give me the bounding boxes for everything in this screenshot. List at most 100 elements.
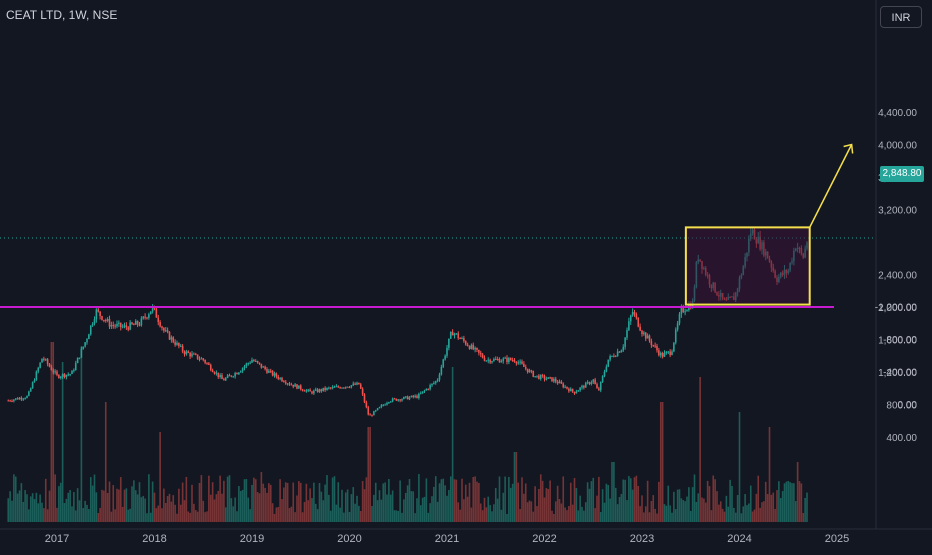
volume-bar	[761, 502, 763, 522]
volume-bar	[371, 505, 373, 522]
price-tick-label: 400.00	[886, 433, 917, 444]
volume-bar	[365, 477, 368, 522]
candle-body	[121, 326, 124, 328]
candle-body	[144, 316, 146, 318]
candle-body	[545, 378, 548, 380]
volume-bar	[384, 482, 386, 522]
candle-body	[33, 380, 36, 383]
candle-body	[99, 311, 101, 317]
volume-bar	[88, 509, 90, 522]
candle-body	[174, 342, 176, 345]
volume-bar	[498, 476, 501, 522]
volume-bar	[138, 482, 141, 522]
candle-body	[301, 389, 304, 391]
candle-body	[442, 359, 445, 367]
volume-bar	[238, 486, 240, 522]
candle-body	[129, 322, 131, 330]
volume-bar	[701, 497, 703, 522]
candle-body	[206, 362, 208, 364]
candle-body	[271, 370, 274, 376]
volume-bar	[579, 495, 581, 522]
volume-bar	[721, 508, 724, 522]
candle-body	[459, 338, 461, 340]
candle-body	[35, 371, 38, 381]
volume-bar	[671, 512, 673, 522]
volume-bar	[536, 506, 538, 522]
volume-bar	[309, 488, 311, 522]
candle-body	[586, 382, 589, 384]
candle-body	[288, 383, 291, 385]
volume-bar	[611, 462, 613, 522]
volume-bar	[740, 513, 743, 522]
volume-bar	[684, 501, 686, 522]
volume-bar	[599, 511, 602, 522]
volume-bar	[163, 488, 165, 522]
candle-body	[476, 347, 478, 350]
volume-bar	[461, 478, 463, 522]
year-tick-label: 2019	[240, 533, 264, 545]
year-tick-label: 2025	[825, 533, 849, 545]
volume-bar	[376, 500, 379, 522]
candle-body	[292, 384, 295, 387]
volume-bar	[635, 475, 638, 522]
candle-body	[373, 411, 375, 416]
candle-body	[208, 363, 210, 365]
volume-bar	[656, 513, 658, 522]
volume-bar	[712, 475, 715, 522]
candle-body	[226, 375, 229, 378]
volume-bar	[283, 487, 285, 522]
volume-bar	[689, 510, 692, 522]
volume-bar	[543, 497, 546, 522]
volume-bar	[693, 474, 696, 522]
volume-bar	[388, 479, 390, 522]
volume-bar	[208, 475, 210, 522]
candle-body	[637, 317, 640, 327]
candle-body	[511, 360, 514, 362]
volume-bar	[217, 490, 220, 522]
volume-bar	[442, 478, 445, 522]
candle-body	[170, 337, 173, 340]
volume-bar	[262, 483, 265, 522]
candle-body	[541, 375, 544, 377]
candle-body	[485, 360, 488, 362]
volume-bar	[29, 496, 32, 522]
volume-bar	[594, 508, 596, 522]
candle-body	[562, 383, 565, 388]
volume-bar	[500, 509, 503, 522]
volume-bar	[89, 477, 92, 522]
currency-button[interactable]: INR	[880, 6, 922, 28]
volume-bar	[279, 479, 281, 522]
candle-body	[444, 355, 446, 360]
candle-body	[508, 358, 510, 362]
volume-bar	[86, 504, 88, 522]
candle-body	[172, 337, 175, 343]
candle-body	[31, 382, 34, 389]
candle-body	[464, 341, 467, 345]
candle-body	[629, 315, 632, 322]
volume-bar	[71, 506, 73, 522]
volume-bar	[241, 489, 244, 522]
candle-body	[97, 309, 100, 312]
volume-bar	[779, 498, 782, 522]
candle-body	[346, 386, 349, 388]
candle-body	[618, 351, 621, 353]
candle-body	[13, 399, 15, 402]
volume-bar	[637, 486, 640, 522]
volume-bar	[116, 488, 118, 522]
volume-bar	[412, 491, 415, 522]
volume-bar	[755, 493, 758, 522]
candle-body	[421, 391, 424, 394]
volume-bar	[727, 506, 730, 522]
candle-body	[108, 319, 111, 327]
volume-bar	[80, 347, 83, 522]
candle-body	[88, 334, 90, 340]
volume-bar	[251, 484, 253, 522]
candle-body	[453, 333, 456, 336]
candle-body	[56, 371, 58, 375]
candle-body	[241, 368, 244, 372]
candle-body	[119, 322, 122, 327]
candle-body	[650, 340, 653, 346]
candle-body	[523, 363, 525, 367]
